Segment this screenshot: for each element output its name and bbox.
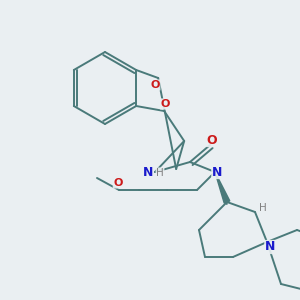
Text: O: O [207, 134, 217, 146]
Text: O: O [151, 80, 160, 90]
Text: N: N [265, 241, 275, 254]
Text: N: N [143, 166, 153, 178]
Polygon shape [225, 200, 227, 205]
Text: N: N [212, 166, 222, 178]
Text: H: H [156, 168, 164, 178]
Text: O: O [113, 178, 123, 188]
Polygon shape [215, 172, 230, 203]
Text: H: H [259, 203, 267, 213]
Text: O: O [160, 99, 170, 109]
